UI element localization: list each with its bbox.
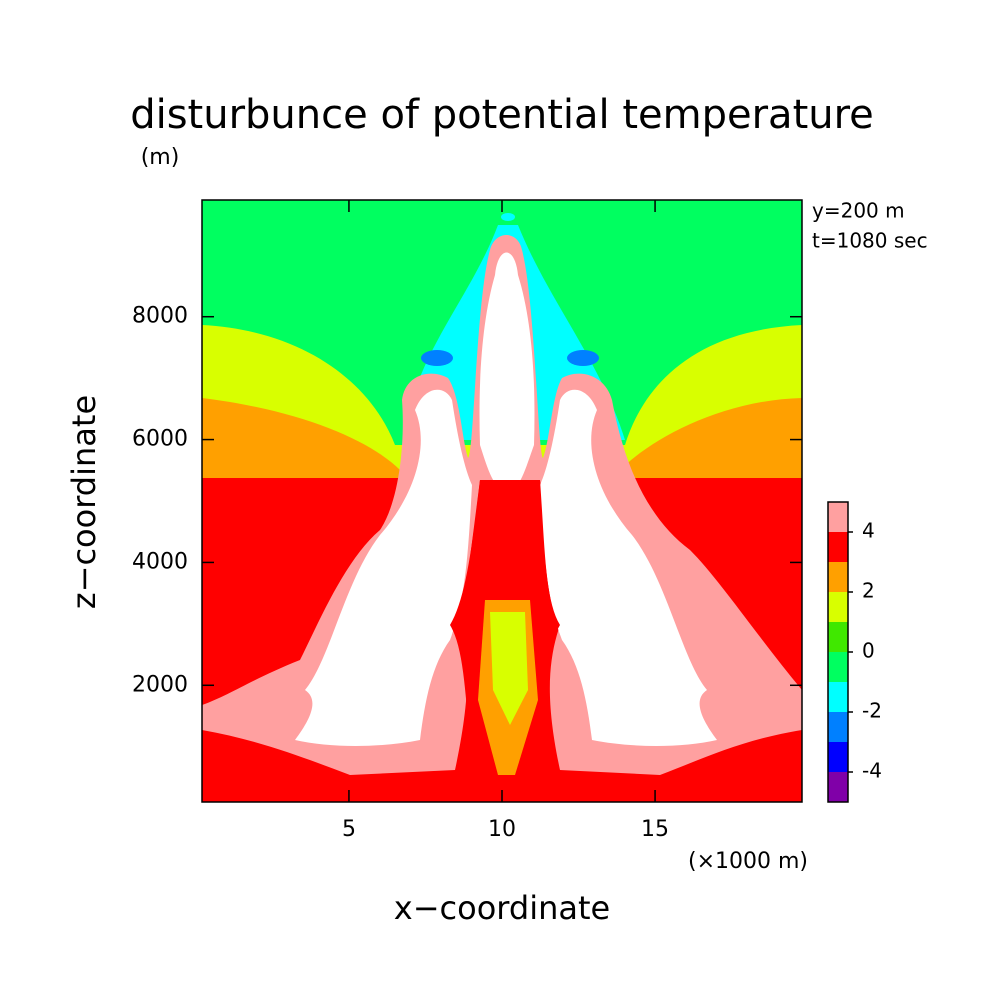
y-tick-label: 4000 [132, 549, 188, 574]
contour-region [540, 389, 717, 746]
x-axis-label: x−coordinate [394, 889, 610, 927]
colorbar-box [828, 682, 848, 712]
x-unit: (×1000 m) [688, 849, 808, 874]
contour-region [490, 612, 528, 725]
y-tick-label: 2000 [132, 672, 188, 697]
colorbar-box [828, 592, 848, 622]
colorbar-box [828, 742, 848, 772]
colorbar-box [828, 562, 848, 592]
x-tick-label: 15 [641, 817, 669, 842]
contour-field [202, 200, 802, 802]
colorbar-box [828, 712, 848, 742]
colorbar-tick-label: -2 [862, 699, 882, 723]
colorbar-box [828, 532, 848, 562]
y-axis-label: z−coordinate [65, 395, 103, 609]
colorbar-box [828, 502, 848, 532]
colorbar-box [828, 622, 848, 652]
contour-region [567, 350, 599, 366]
colorbar-tick-label: 0 [862, 639, 875, 663]
contour-region [479, 252, 535, 492]
colorbar-tick-label: 2 [862, 579, 875, 603]
annotation: t=1080 sec [812, 229, 928, 253]
colorbar-tick-label: -4 [862, 759, 882, 783]
y-tick-label: 8000 [132, 304, 188, 329]
chart-title: disturbunce of potential temperature [130, 92, 874, 138]
colorbar-box [828, 652, 848, 682]
y-unit: (m) [141, 145, 180, 170]
colorbar-box [828, 772, 848, 802]
x-tick-label: 10 [488, 817, 516, 842]
contour-region [421, 350, 453, 366]
y-tick-label: 6000 [132, 427, 188, 452]
annotation: y=200 m [812, 199, 905, 223]
contour-region [501, 213, 515, 221]
colorbar-tick-label: 4 [862, 519, 875, 543]
x-tick-label: 5 [342, 817, 356, 842]
contour-region [295, 389, 472, 746]
